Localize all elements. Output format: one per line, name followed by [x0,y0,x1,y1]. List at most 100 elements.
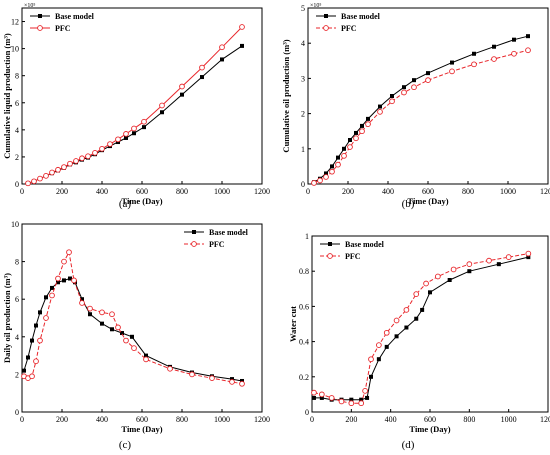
y-tick-label: 4 [15,333,19,342]
y-tick-label: 2 [301,110,305,119]
y-tick-label: 2 [15,153,19,162]
data-point [336,155,340,160]
data-point [38,310,42,315]
series-line [27,45,243,184]
x-axis-label: Time (Day) [121,196,162,206]
data-point [376,357,381,362]
y-tick-label: 6 [15,99,19,108]
data-point [107,141,113,147]
data-point [239,24,245,30]
data-point [359,128,365,135]
data-point [180,92,184,97]
panel-1: 0 200 400 600 800 1000 1200 0 2 4 6 8 10 12 ×10⁵ Time (… [2,3,270,210]
y-tick-label: 4 [301,39,305,48]
y-axis-label: Cumulative oil production (m³) [281,39,291,152]
data-point [435,273,441,280]
data-point [220,57,224,62]
legend-marker [323,25,329,31]
data-point [43,173,49,179]
data-point [365,395,370,400]
data-point [239,380,245,387]
data-point [142,125,146,130]
data-point [55,275,61,282]
data-point [88,312,92,317]
data-point [348,400,355,407]
x-tick-label: 1000 [214,415,230,424]
data-point [329,168,335,175]
data-point [61,258,67,265]
data-point [26,355,30,360]
data-point [100,321,104,326]
data-point [450,60,454,65]
y-tick-label: 0.4 [299,338,309,347]
data-point [486,257,492,264]
data-point [311,395,316,400]
data-point [377,108,383,115]
data-point [317,177,323,184]
legend-label: Base model [345,240,385,249]
legend-marker [191,241,197,247]
data-point [449,68,455,75]
x-tick-label: 1000 [501,415,517,424]
data-point [411,84,417,91]
x-tick-label: 800 [176,415,188,424]
panel-4: 0 200 400 600 800 1000 1200 0 0.2 0.4 0.6 0.8 1 Time … [288,232,550,451]
y-tick-label: 2 [15,370,19,379]
x-tick-label: 200 [56,187,68,196]
data-point [491,56,497,62]
data-point [347,144,353,150]
data-point [159,102,165,109]
data-point [43,315,49,321]
y-axis-label: Daily oil production (m³) [2,273,12,363]
x-tick-label: 400 [96,415,108,424]
legend-label: PFC [55,24,71,33]
data-point [358,400,365,407]
y-tick-label: 1 [305,232,309,241]
data-point [44,295,48,300]
data-point [394,334,399,339]
data-point [120,331,124,336]
data-point [49,292,55,299]
y-multiplier: ×10⁵ [310,3,321,9]
data-point [512,37,516,42]
y-tick-label: 5 [301,4,305,13]
data-point [68,276,72,281]
y-tick-label: 0 [305,408,309,417]
data-point [131,345,137,351]
data-point [505,254,512,260]
data-point [525,47,531,54]
data-point [472,51,476,56]
data-point [79,155,85,162]
x-axis-label: Time (Day) [121,424,162,434]
data-point [360,123,364,128]
data-point [324,171,328,176]
data-point [425,77,431,84]
data-point [200,75,204,80]
data-point [369,374,373,379]
x-tick-label: 1200 [540,187,550,196]
panel-label: (a) [119,198,132,210]
y-axis-label: Water cut [288,306,298,342]
x-tick-label: 1200 [254,415,270,424]
data-point [335,161,341,168]
data-point [362,388,368,394]
data-point [87,305,93,312]
x-tick-label: 400 [96,187,108,196]
legend-marker [192,230,196,234]
y-tick-label: 3 [301,74,305,83]
y-multiplier: ×10⁵ [24,3,35,9]
data-point [115,136,121,143]
data-point [447,278,452,282]
x-tick-label: 1000 [500,187,516,196]
y-tick-label: 4 [15,126,19,135]
data-point [384,344,389,349]
legend-marker [324,14,328,18]
data-point [25,180,31,187]
data-point [401,89,407,96]
y-tick-label: 0 [301,180,305,189]
legend-label: PFC [341,24,357,33]
x-tick-label: 600 [136,415,148,424]
data-point [37,337,43,344]
data-point [319,395,324,400]
data-point [71,277,77,284]
